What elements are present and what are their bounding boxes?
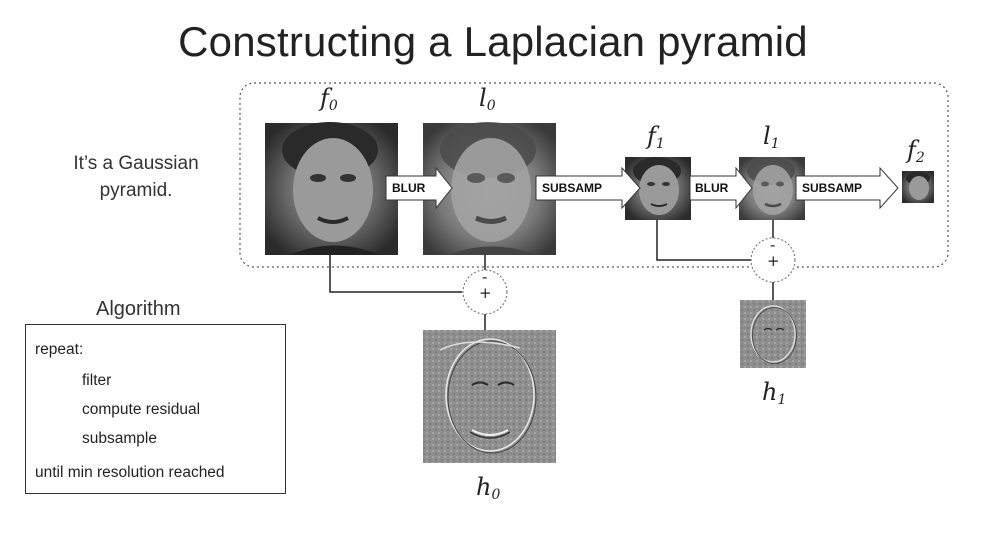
image-h0-residual [423,330,556,463]
sum-node-1: + - [750,236,796,283]
label-h0: h0 [476,473,501,503]
subsamp-arrow-0-label: SUBSAMP [542,181,602,195]
label-l0: l0 [479,84,496,114]
f1-to-sum1-line [656,220,751,261]
blur-arrow-0: BLUR [385,166,453,210]
gaussian-pyramid-region [239,82,949,268]
sum-node-1-plus: + [767,252,780,270]
sum-node-0-plus: + [479,284,492,302]
sum-node-1-minus: - [770,236,775,254]
algorithm-line-compute-residual: compute residual [82,401,201,418]
sum-node-0-minus: - [482,268,487,286]
label-f1: f1 [647,122,665,152]
blur-arrow-1-label: BLUR [695,181,729,195]
subsamp-arrow-1: SUBSAMP [795,166,899,210]
algorithm-box: repeat: filter compute residual subsampl… [25,324,286,494]
page-title: Constructing a Laplacian pyramid [178,18,808,65]
subsamp-arrow-1-label: SUBSAMP [802,181,862,195]
algorithm-line-filter: filter [82,372,112,389]
image-f1 [625,157,691,220]
algorithm-line-repeat: repeat: [35,341,84,358]
gaussian-pyramid-note: It’s a Gaussian pyramid. [73,153,199,201]
label-f2: f2 [907,136,925,166]
image-f0 [265,122,398,255]
image-h1-residual [740,300,806,368]
algorithm-line-subsample: subsample [82,430,157,447]
subsamp-arrow-0: SUBSAMP [535,166,641,210]
blur-arrow-1: BLUR [689,166,753,210]
blur-arrow-0-label: BLUR [392,181,426,195]
sum-node-0: + - [462,268,508,315]
f0-to-sum0-line [329,255,462,293]
image-f2 [902,171,934,203]
algorithm-line-until: until min resolution reached [35,464,225,481]
label-f0: f0 [320,84,338,114]
algorithm-heading: Algorithm [96,298,181,320]
label-l1: l1 [763,122,780,152]
label-h1: h1 [762,378,787,408]
